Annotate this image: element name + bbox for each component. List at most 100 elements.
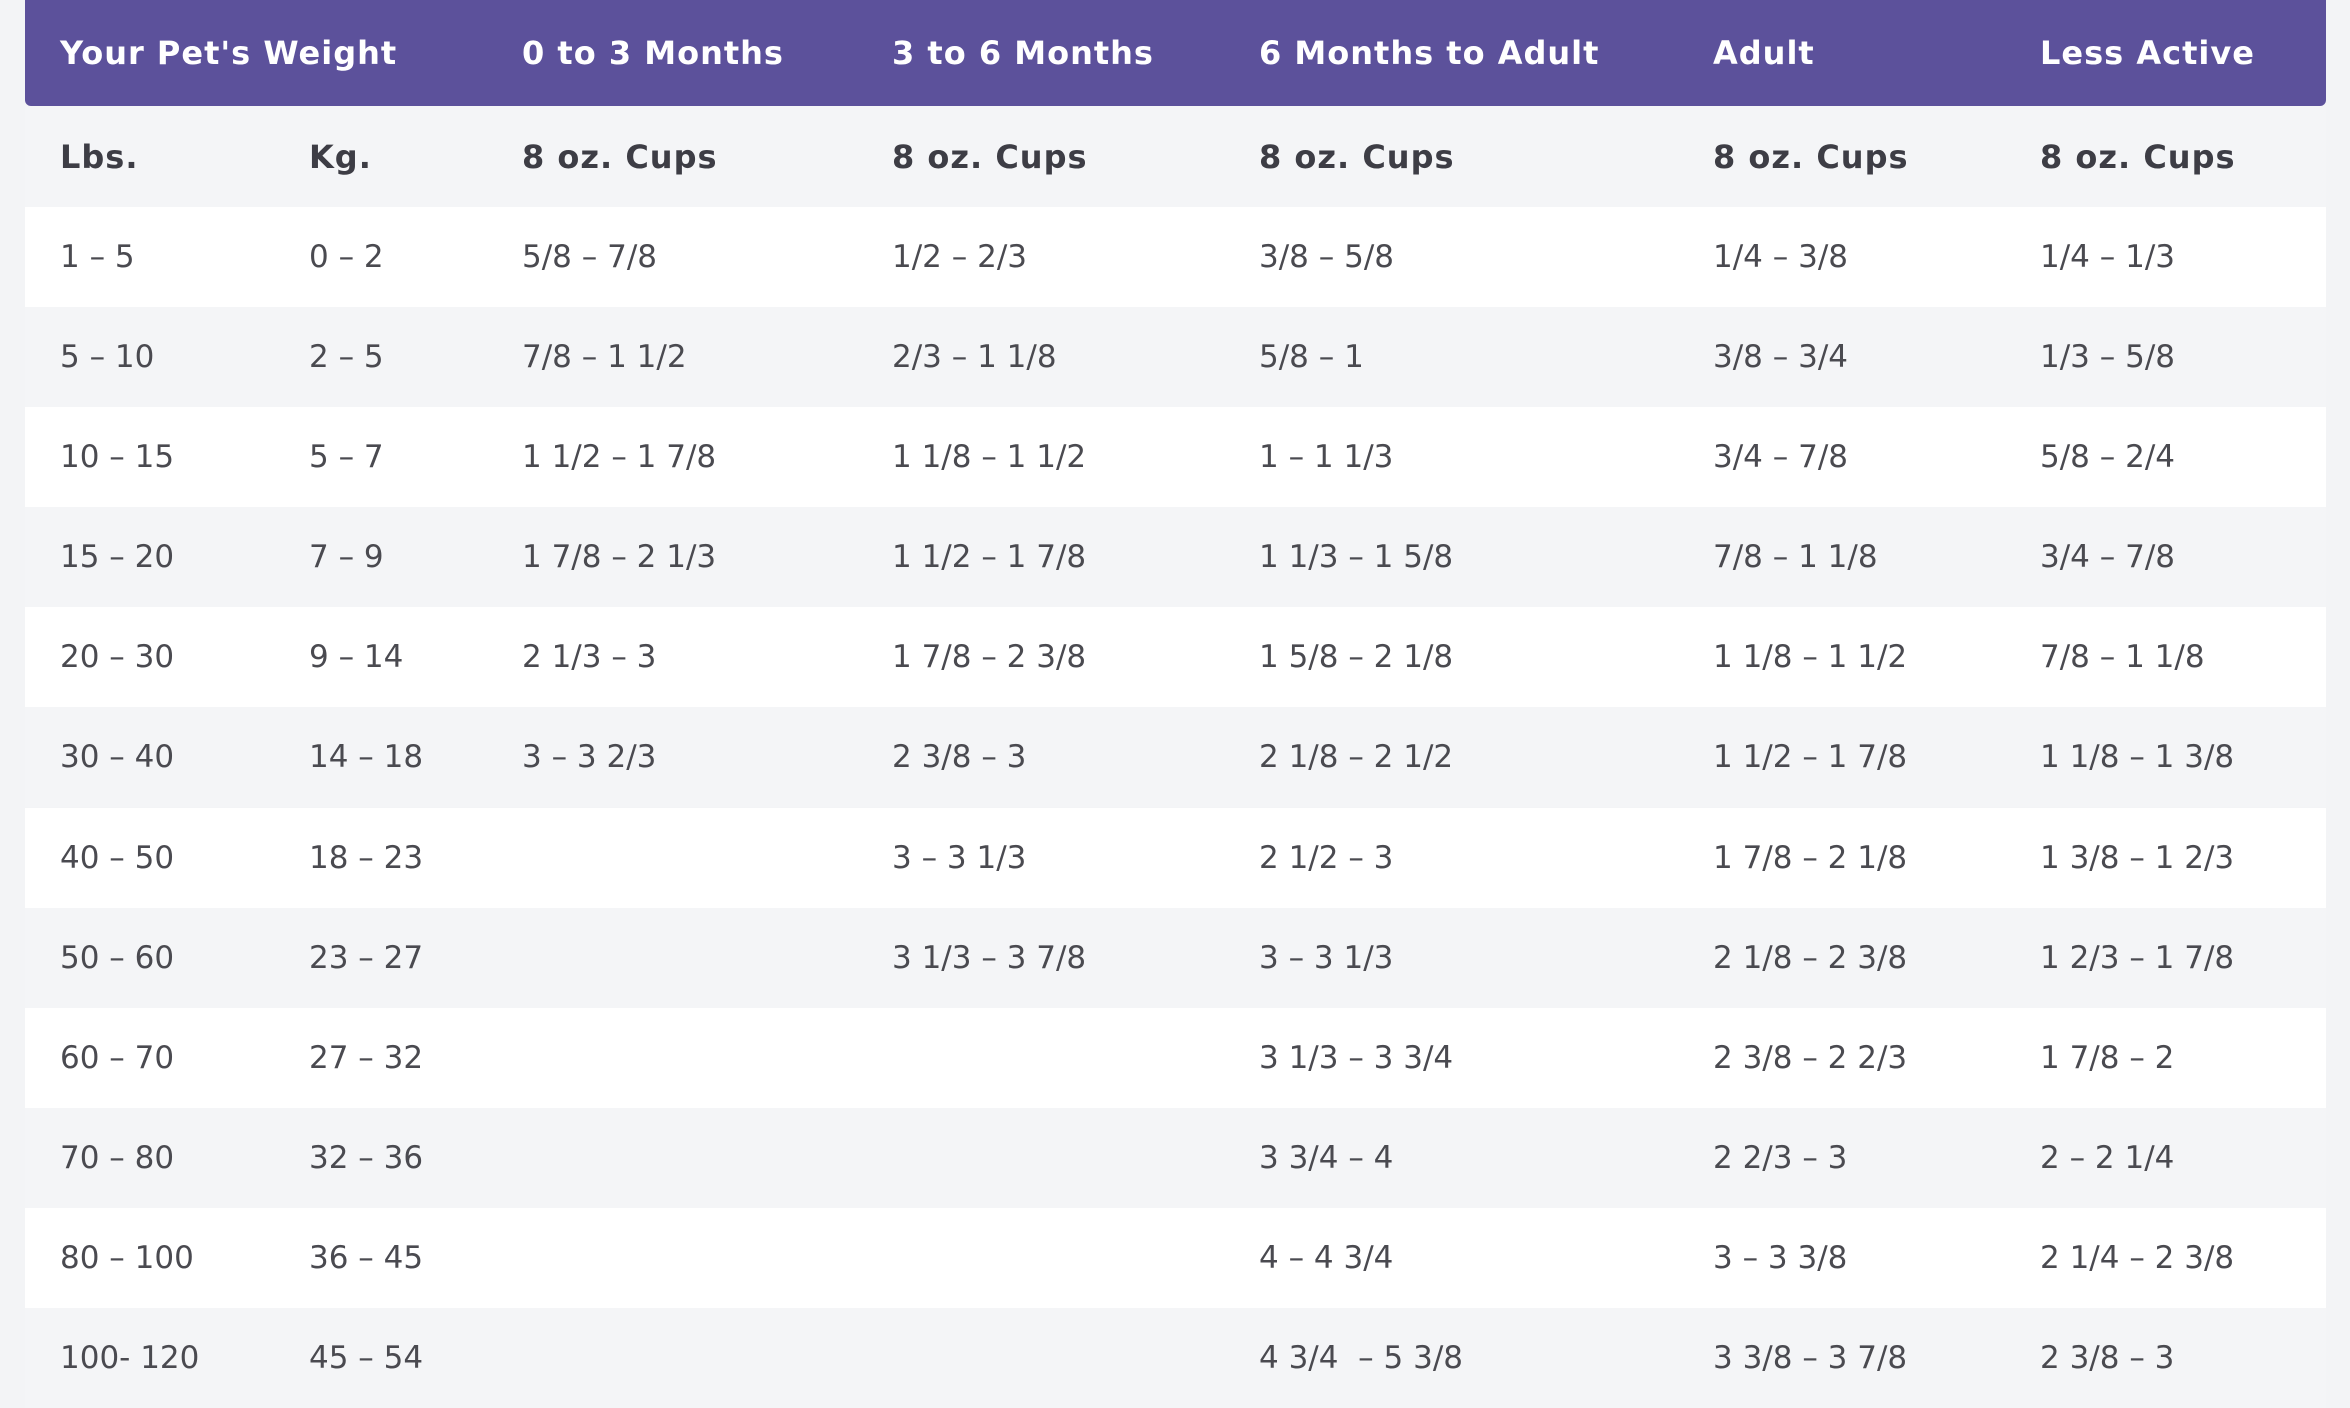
header-cell: 6 Months to Adult — [1259, 34, 1600, 72]
subheader-cell: 8 oz. Cups — [2040, 137, 2236, 176]
table-cell: 3 – 3 2/3 — [522, 739, 657, 776]
table-cell: 1 1/2 – 1 7/8 — [892, 539, 1087, 576]
header-cell: Less Active — [2040, 34, 2255, 72]
table-cell: 3 1/3 – 3 7/8 — [892, 939, 1087, 976]
table-cell: 10 – 15 — [60, 439, 175, 476]
table-cell: 3/4 – 7/8 — [2040, 539, 2175, 576]
table-cell: 14 – 18 — [309, 739, 424, 776]
table-cell: 2 – 5 — [309, 339, 384, 376]
table-cell: 5 – 7 — [309, 439, 384, 476]
table-cell: 1 7/8 – 2 1/3 — [522, 539, 717, 576]
table-cell: 60 – 70 — [60, 1039, 175, 1076]
table-row: 20 – 30 9 – 14 2 1/3 – 3 1 7/8 – 2 3/8 1 5/8… — [25, 607, 2326, 708]
table-cell: 3 3/4 – 4 — [1259, 1139, 1394, 1176]
table-cell: 70 – 80 — [60, 1139, 175, 1176]
table-cell: 1 1/3 – 1 5/8 — [1259, 539, 1454, 576]
header-cell: Your Pet's Weight — [60, 34, 398, 72]
table-row: 50 – 60 23 – 27 3 1/3 – 3 7/8 3 – 3 1/3 2 1/… — [25, 907, 2326, 1008]
subheader-cell: 8 oz. Cups — [1713, 137, 1909, 176]
table-cell: 7/8 – 1 1/8 — [2040, 639, 2205, 676]
table-cell: 1 7/8 – 2 1/8 — [1713, 839, 1908, 876]
table-row: 100- 120 45 – 54 4 3/4 – 5 3/8 3 3/8 – 3 7/… — [25, 1307, 2326, 1408]
header-cell: Adult — [1713, 34, 1815, 72]
table-cell: 1 1/2 – 1 7/8 — [522, 439, 717, 476]
table-cell: 1 1/8 – 1 1/2 — [892, 439, 1087, 476]
table-cell: 7/8 – 1 1/8 — [1713, 539, 1878, 576]
table-row: 60 – 70 27 – 32 3 1/3 – 3 3/4 2 3/8 – 2 2/3… — [25, 1007, 2326, 1108]
table-cell: 5/8 – 1 — [1259, 339, 1364, 376]
table-cell: 2 1/8 – 2 3/8 — [1713, 939, 1908, 976]
table-cell: 9 – 14 — [309, 639, 404, 676]
table-cell: 1 1/8 – 1 3/8 — [2040, 739, 2235, 776]
table-cell: 1 7/8 – 2 3/8 — [892, 639, 1087, 676]
table-cell: 3 3/8 – 3 7/8 — [1713, 1339, 1908, 1376]
table-row: 80 – 100 36 – 45 4 – 4 3/4 3 – 3 3/8 2 1/4 –… — [25, 1207, 2326, 1308]
table-cell: 1 – 5 — [60, 239, 135, 276]
table-cell: 7/8 – 1 1/2 — [522, 339, 687, 376]
table-cell: 15 – 20 — [60, 539, 175, 576]
table-cell: 5 – 10 — [60, 339, 155, 376]
table-cell: 32 – 36 — [309, 1139, 424, 1176]
table-cell: 36 – 45 — [309, 1239, 424, 1276]
table-cell: 2 3/8 – 3 — [892, 739, 1027, 776]
table-cell: 1 1/2 – 1 7/8 — [1713, 739, 1908, 776]
table-cell: 1 1/8 – 1 1/2 — [1713, 639, 1908, 676]
table-cell: 2 3/8 – 3 — [2040, 1339, 2175, 1376]
table-cell: 80 – 100 — [60, 1239, 194, 1276]
table-cell: 1 2/3 – 1 7/8 — [2040, 939, 2235, 976]
table-cell: 2 2/3 – 3 — [1713, 1139, 1848, 1176]
subheader-cell: 8 oz. Cups — [1259, 137, 1455, 176]
table-cell: 23 – 27 — [309, 939, 424, 976]
table-cell: 18 – 23 — [309, 839, 424, 876]
table-cell: 7 – 9 — [309, 539, 384, 576]
table-cell: 3 1/3 – 3 3/4 — [1259, 1039, 1454, 1076]
subheader-cell: Kg. — [309, 137, 372, 176]
table-row: 15 – 20 7 – 9 1 7/8 – 2 1/3 1 1/2 – 1 7/8 1 … — [25, 507, 2326, 608]
table-cell: 20 – 30 — [60, 639, 175, 676]
table-cell: 5/8 – 7/8 — [522, 239, 657, 276]
table-cell: 2/3 – 1 1/8 — [892, 339, 1057, 376]
table-cell: 3 – 3 1/3 — [892, 839, 1027, 876]
table-cell: 27 – 32 — [309, 1039, 424, 1076]
table-cell: 45 – 54 — [309, 1339, 424, 1376]
table-cell: 3 – 3 1/3 — [1259, 939, 1394, 976]
table-cell: 50 – 60 — [60, 939, 175, 976]
table-cell: 1/4 – 1/3 — [2040, 239, 2175, 276]
table-cell: 1 7/8 – 2 — [2040, 1039, 2175, 1076]
table-row: 30 – 40 14 – 18 3 – 3 2/3 2 3/8 – 3 2 1/8 – … — [25, 707, 2326, 808]
table-cell: 1/3 – 5/8 — [2040, 339, 2175, 376]
table-cell: 3 – 3 3/8 — [1713, 1239, 1848, 1276]
header-cell: 0 to 3 Months — [522, 34, 784, 72]
subheader-row: Lbs. Kg. 8 oz. Cups 8 oz. Cups 8 oz. Cups 8 o… — [25, 106, 2326, 207]
table-cell: 2 1/2 – 3 — [1259, 839, 1394, 876]
table-cell: 3/8 – 3/4 — [1713, 339, 1848, 376]
table-cell: 2 3/8 – 2 2/3 — [1713, 1039, 1908, 1076]
table-cell: 2 1/3 – 3 — [522, 639, 657, 676]
table-cell: 1 5/8 – 2 1/8 — [1259, 639, 1454, 676]
header-row: Your Pet's Weight 0 to 3 Months 3 to 6 Mon… — [25, 0, 2326, 106]
subheader-cell: Lbs. — [60, 137, 139, 176]
table-cell: 5/8 – 2/4 — [2040, 439, 2175, 476]
table-cell: 2 – 2 1/4 — [2040, 1139, 2175, 1176]
subheader-cell: 8 oz. Cups — [522, 137, 718, 176]
table-cell: 1/4 – 3/8 — [1713, 239, 1848, 276]
table-cell: 100- 120 — [60, 1339, 200, 1376]
table-cell: 4 3/4 – 5 3/8 — [1259, 1339, 1463, 1376]
subheader-cell: 8 oz. Cups — [892, 137, 1088, 176]
table-row: 70 – 80 32 – 36 3 3/4 – 4 2 2/3 – 3 2 – 2 1/… — [25, 1107, 2326, 1208]
table-cell: 1/2 – 2/3 — [892, 239, 1027, 276]
table-row: 5 – 10 2 – 5 7/8 – 1 1/2 2/3 – 1 1/8 5/8 – 1… — [25, 307, 2326, 408]
table-row: 40 – 50 18 – 23 3 – 3 1/3 2 1/2 – 3 1 7/8 – … — [25, 807, 2326, 908]
table-cell: 0 – 2 — [309, 239, 384, 276]
table-cell: 3/8 – 5/8 — [1259, 239, 1394, 276]
table-cell: 2 1/4 – 2 3/8 — [2040, 1239, 2235, 1276]
table-cell: 4 – 4 3/4 — [1259, 1239, 1394, 1276]
feeding-table: Your Pet's Weight 0 to 3 Months 3 to 6 Mon… — [25, 0, 2326, 1408]
table-cell: 30 – 40 — [60, 739, 175, 776]
header-cell: 3 to 6 Months — [892, 34, 1154, 72]
table-cell: 40 – 50 — [60, 839, 175, 876]
table-cell: 3/4 – 7/8 — [1713, 439, 1848, 476]
table-row: 1 – 5 0 – 2 5/8 – 7/8 1/2 – 2/3 3/8 – 5/8 1/4… — [25, 207, 2326, 308]
table-row: 10 – 15 5 – 7 1 1/2 – 1 7/8 1 1/8 – 1 1/2 1 … — [25, 407, 2326, 508]
